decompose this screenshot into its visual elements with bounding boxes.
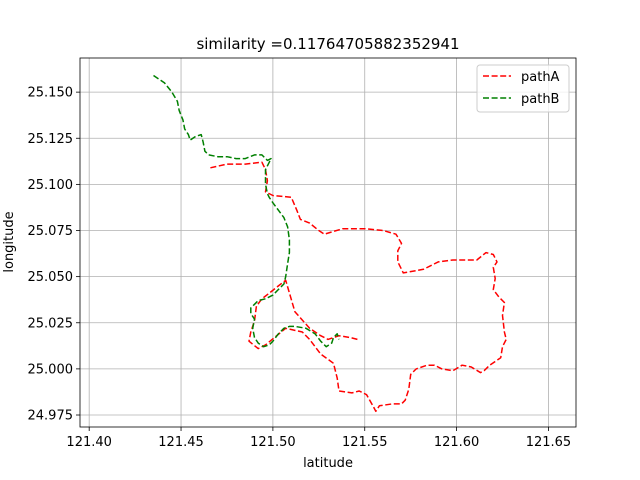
series-layer	[153, 74, 507, 413]
y-tick-label: 25.150	[28, 86, 74, 101]
x-tick-label: 121.50	[250, 435, 296, 450]
y-tick-label: 25.000	[28, 362, 74, 377]
x-tick-label: 121.60	[434, 435, 480, 450]
x-axis-label: latitude	[303, 456, 353, 471]
legend-label-pathA: pathA	[521, 70, 560, 85]
series-line-pathB	[153, 74, 340, 348]
series-line-pathA	[210, 161, 507, 413]
plot-frame	[79, 57, 577, 428]
y-tick-label: 24.975	[28, 409, 74, 424]
y-tick-label: 25.050	[28, 270, 74, 285]
y-axis-label: longitude	[2, 211, 17, 272]
y-tick-label: 25.075	[28, 224, 74, 239]
legend-box	[476, 64, 570, 113]
y-axis-ticks: 24.975 25.000 25.025 25.050 25.075 25.100 25.1…	[28, 86, 80, 424]
x-axis-ticks: 121.40 121.45 121.50 121.55 121.60 121.65	[66, 427, 571, 450]
y-tick-label: 25.025	[28, 316, 74, 331]
x-tick-label: 121.40	[66, 435, 112, 450]
x-tick-label: 121.65	[526, 435, 572, 450]
legend-label-pathB: pathB	[521, 92, 559, 107]
chart-title: similarity =0.11764705882352941	[196, 35, 459, 53]
y-tick-label: 25.100	[28, 178, 74, 193]
legend: pathA pathB	[476, 64, 570, 113]
y-tick-label: 25.125	[28, 132, 74, 147]
grid-lines	[80, 58, 576, 427]
x-tick-label: 121.55	[342, 435, 388, 450]
x-tick-label: 121.45	[158, 435, 204, 450]
